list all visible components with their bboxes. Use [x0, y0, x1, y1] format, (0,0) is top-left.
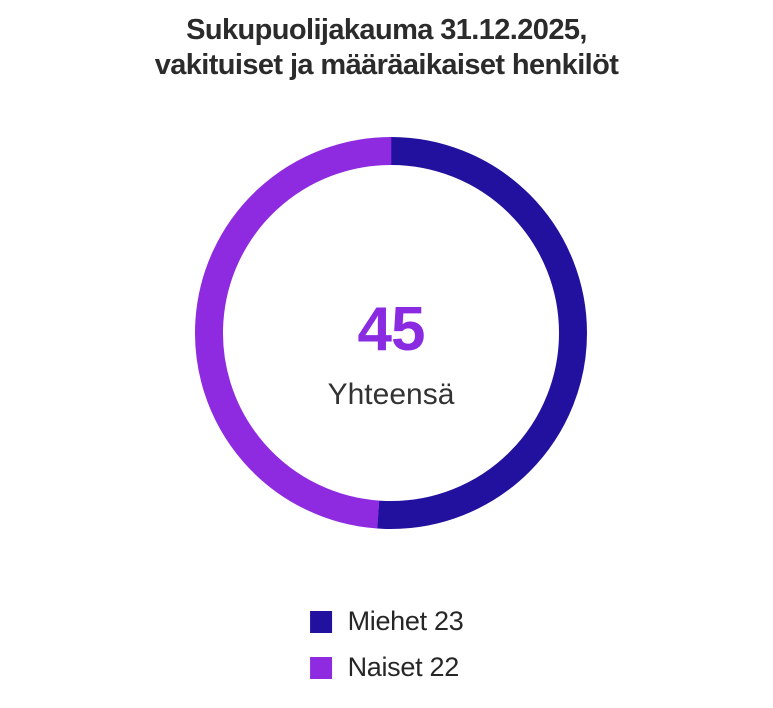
legend-label-miehet: Miehet 23	[347, 606, 464, 636]
donut-ring	[195, 137, 587, 529]
chart-title: Sukupuolijakauma 31.12.2025, vakituiset …	[0, 13, 773, 83]
legend-swatch-miehet	[309, 610, 332, 633]
chart-title-line1: Sukupuolijakauma 31.12.2025,	[186, 14, 587, 46]
legend-swatch-naiset	[309, 656, 332, 679]
legend-item-miehet: Miehet 23	[309, 606, 464, 637]
chart-legend: Miehet 23 Naiset 22	[309, 606, 464, 698]
donut-chart: 45 Yhteensä	[191, 133, 591, 533]
legend-item-naiset: Naiset 22	[309, 652, 464, 683]
chart-title-line2: vakituiset ja määräaikaiset henkilöt	[154, 49, 619, 81]
donut-segment-naiset	[195, 137, 587, 529]
legend-label-naiset: Naiset 22	[347, 652, 460, 682]
